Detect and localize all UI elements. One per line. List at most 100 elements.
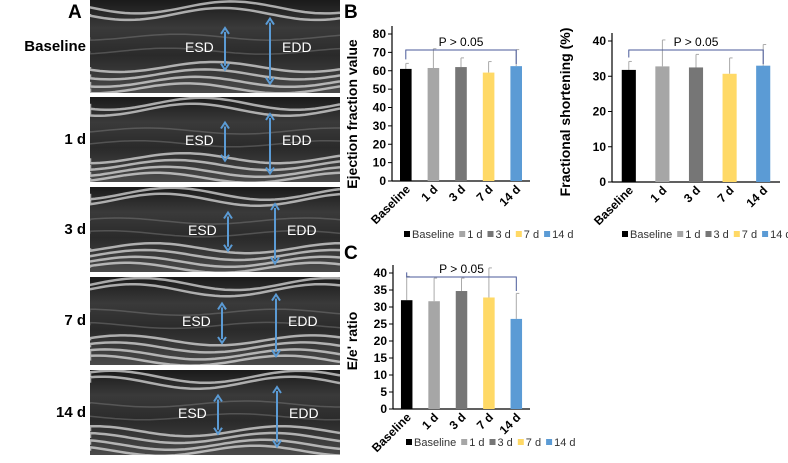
x-tick-label: 14 d <box>497 410 524 437</box>
significance-bracket <box>405 49 517 64</box>
echo-image: ESD EDD <box>90 97 340 182</box>
y-tick-label: 30 <box>593 69 607 83</box>
legend-swatch <box>544 231 551 237</box>
esd-label: ESD <box>185 38 214 55</box>
y-tick-label: 40 <box>593 34 607 48</box>
bar-1d <box>655 66 670 182</box>
legend-entry: 7 d <box>742 229 757 241</box>
edd-label: EDD <box>289 404 319 421</box>
bar-Baseline <box>400 68 412 181</box>
legend-swatch <box>404 231 410 237</box>
legend-swatch <box>459 231 466 237</box>
significance-bracket <box>628 49 764 64</box>
echo-image: ESD EDD <box>90 370 340 455</box>
esd-label: ESD <box>188 221 217 238</box>
double-arrow-icon <box>223 210 233 253</box>
p-value-annotation: P > 0.05 <box>439 262 484 276</box>
y-tick-label: 10 <box>593 140 607 154</box>
bar-14d <box>756 65 771 182</box>
legend-swatch <box>762 231 769 237</box>
y-tick-label: 60 <box>373 64 387 78</box>
y-tick-label: 25 <box>374 317 388 331</box>
y-tick-label: 15 <box>374 351 388 365</box>
p-value-annotation: P > 0.05 <box>674 35 719 49</box>
echo-image: ESD EDD <box>90 0 340 93</box>
legend-entry: Baseline <box>414 437 456 449</box>
panel-c-label: C <box>344 243 358 264</box>
legend-entry: Baseline <box>412 229 454 241</box>
legend-swatch <box>546 439 553 445</box>
y-tick-label: 70 <box>373 45 387 59</box>
legend-swatch <box>487 231 494 237</box>
legend-entry: 7 d <box>526 437 541 449</box>
esd-label: ESD <box>185 131 214 148</box>
y-tick-label: 10 <box>374 368 388 382</box>
y-axis-label: E/e' ratio <box>344 312 360 371</box>
legend-swatch <box>705 231 712 237</box>
echo-row-label: 3 d <box>64 220 86 238</box>
y-axis-label: Ejection fraction value <box>344 39 360 189</box>
edd-label: EDD <box>282 131 312 148</box>
edd-label: EDD <box>282 38 312 55</box>
x-tick-label: 1 d <box>418 182 440 204</box>
double-arrow-icon <box>220 26 230 72</box>
echo-row-label: 14 d <box>55 403 86 421</box>
legend-swatch <box>406 439 412 445</box>
x-tick-label: 3 d <box>446 182 468 204</box>
bar-7d <box>483 297 495 409</box>
bar-3d <box>455 291 468 409</box>
y-tick-label: 0 <box>599 175 606 189</box>
y-tick-label: 10 <box>373 156 387 170</box>
y-tick-label: 80 <box>373 27 387 41</box>
legend-swatch <box>733 231 740 237</box>
x-tick-label: 3 d <box>446 410 468 432</box>
y-axis-label: Fractional shortening (%) <box>557 28 573 197</box>
y-tick-label: 20 <box>593 105 607 119</box>
x-tick-label: 3 d <box>681 183 703 205</box>
y-tick-label: 0 <box>380 402 387 416</box>
bar-3d <box>455 67 467 181</box>
x-tick-label: 7 d <box>474 182 496 204</box>
double-arrow-icon <box>220 120 230 163</box>
legend-swatch <box>517 439 524 445</box>
esd-label: ESD <box>182 313 211 329</box>
bar-14d <box>510 66 522 181</box>
panel-a-label: A <box>68 2 82 23</box>
echo-image: ESD EDD <box>90 277 340 365</box>
echo-row-label: 7 d <box>64 312 86 329</box>
legend-entry: 7 d <box>524 229 539 241</box>
double-arrow-icon <box>265 112 275 176</box>
legend-entry: 1 d <box>685 229 700 241</box>
y-tick-label: 35 <box>374 283 388 297</box>
x-tick-label: Baseline <box>369 410 414 455</box>
legend-swatch <box>622 231 628 237</box>
y-tick-label: 30 <box>373 119 387 133</box>
panel-b-label: B <box>344 2 358 23</box>
bar-Baseline <box>621 69 636 182</box>
y-tick-label: 20 <box>374 334 388 348</box>
double-arrow-icon <box>217 301 227 345</box>
p-value-annotation: P > 0.05 <box>439 35 484 49</box>
double-arrow-icon <box>272 385 282 449</box>
x-tick-label: 1 d <box>419 410 441 432</box>
legend-entry: 3 d <box>714 229 729 241</box>
significance-bracket <box>406 272 517 291</box>
y-tick-label: 50 <box>373 82 387 96</box>
x-tick-label: 14 d <box>743 183 770 210</box>
y-tick-label: 40 <box>373 101 387 115</box>
bar-7d <box>722 73 737 182</box>
legend-entry: 1 d <box>469 437 484 449</box>
x-tick-label: Baseline <box>368 182 413 227</box>
esd-label: ESD <box>178 404 207 421</box>
double-arrow-icon <box>271 292 281 359</box>
double-arrow-icon <box>270 202 280 266</box>
x-tick-label: 14 d <box>496 182 523 209</box>
x-tick-label: 7 d <box>474 410 496 432</box>
double-arrow-icon <box>213 393 223 436</box>
y-tick-label: 20 <box>373 137 387 151</box>
bar-1d <box>428 301 440 409</box>
bar-Baseline <box>400 300 413 409</box>
legend-swatch <box>461 439 468 445</box>
